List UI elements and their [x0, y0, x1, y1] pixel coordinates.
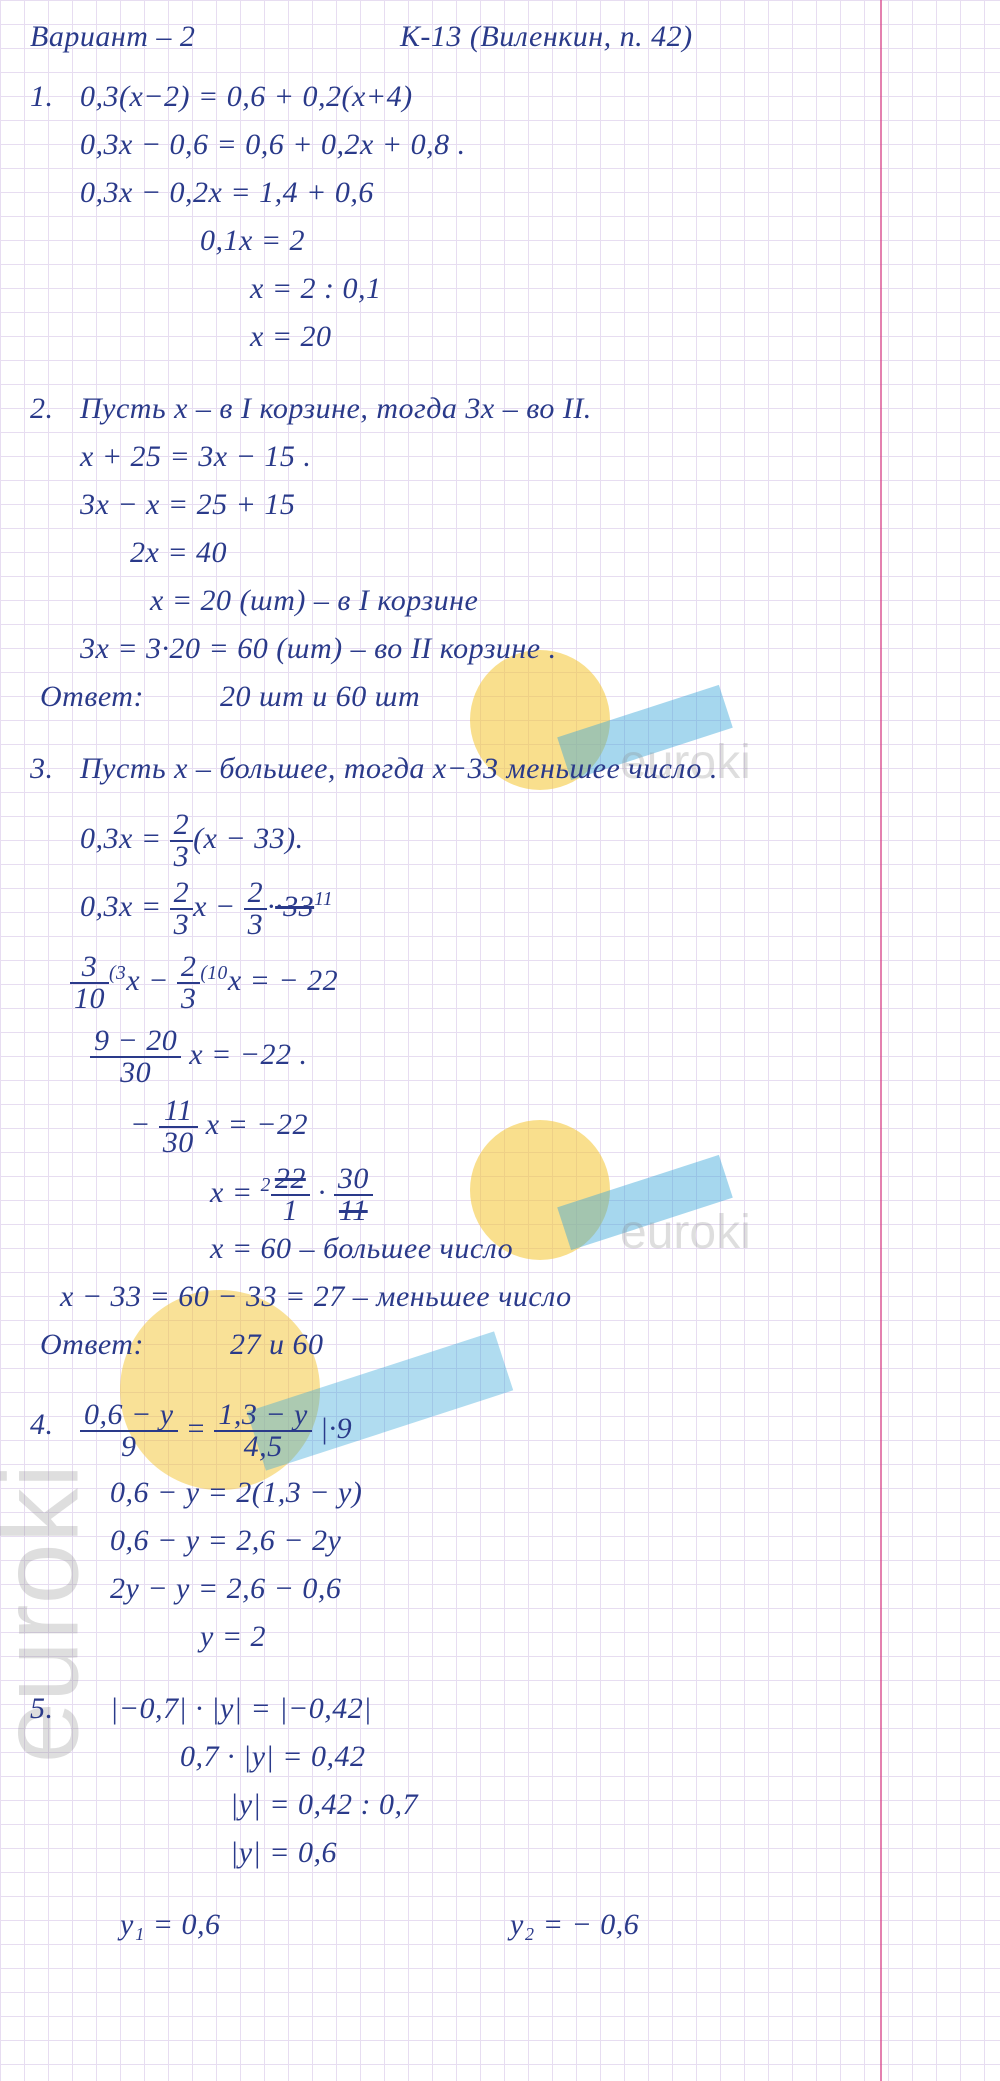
p4-l1: 0,6 − y9 = 1,3 − y4,5 |·9: [80, 1400, 352, 1462]
p3-l7: x = 60 – большее число: [210, 1232, 513, 1266]
work-label: К-13 (Виленкин, п. 42): [400, 20, 693, 54]
p4-l3: 0,6 − y = 2,6 − 2y: [110, 1524, 341, 1558]
p3-intro: Пусть x – большее, тогда x−33 меньшее чи…: [80, 752, 718, 786]
p3-l8: x − 33 = 60 − 33 = 27 – меньшее число: [60, 1280, 572, 1314]
p3-answer-label: Ответ:: [40, 1328, 144, 1362]
p4-l5: y = 2: [200, 1620, 266, 1654]
p1-number: 1.: [30, 80, 54, 114]
p5-line-4: |y| = 0,6: [230, 1836, 337, 1870]
p5-line-3: |y| = 0,42 : 0,7: [230, 1788, 418, 1822]
p3-l2: 0,3x = 23x − 23··3311: [80, 878, 333, 940]
p4-l4: 2y − y = 2,6 − 0,6: [110, 1572, 341, 1606]
p3-answer: 27 и 60: [230, 1328, 324, 1362]
p2-line-5: 3x = 3·20 = 60 (шт) – во II корзине .: [80, 632, 557, 666]
p5-answer-y1: y₁ = 0,6: [120, 1908, 221, 1942]
p5-line-1: |−0,7| · |y| = |−0,42|: [110, 1692, 372, 1726]
p2-answer: 20 шт и 60 шт: [220, 680, 420, 714]
p2-line-3: 2x = 40: [130, 536, 227, 570]
p2-number: 2.: [30, 392, 54, 426]
p2-line-1: x + 25 = 3x − 15 .: [80, 440, 311, 474]
p3-l4: 9 − 2030 x = −22 .: [90, 1026, 308, 1088]
p3-l6: x = 2221 · 3011: [210, 1164, 373, 1226]
p5-line-2: 0,7 · |y| = 0,42: [180, 1740, 366, 1774]
p4-number: 4.: [30, 1408, 54, 1442]
p3-l3: 310(3x − 23(10x = − 22: [70, 952, 338, 1014]
p2-line-4: x = 20 (шт) – в I корзине: [150, 584, 478, 618]
p5-answer-y2: y₂ = − 0,6: [510, 1908, 639, 1942]
p3-l5: − 1130 x = −22: [130, 1096, 308, 1158]
p2-answer-label: Ответ:: [40, 680, 144, 714]
p1-line-6: x = 20: [250, 320, 332, 354]
p1-line-3: 0,3x − 0,2x = 1,4 + 0,6: [80, 176, 374, 210]
p5-number: 5.: [30, 1692, 54, 1726]
p1-line-4: 0,1x = 2: [200, 224, 305, 258]
p3-number: 3.: [30, 752, 54, 786]
p4-l2: 0,6 − y = 2(1,3 − y): [110, 1476, 362, 1510]
p3-l1: 0,3x = 23(x − 33).: [80, 810, 304, 872]
p1-line-1: 0,3(x−2) = 0,6 + 0,2(x+4): [80, 80, 413, 114]
p1-line-2: 0,3x − 0,6 = 0,6 + 0,2x + 0,8 .: [80, 128, 466, 162]
p1-line-5: x = 2 : 0,1: [250, 272, 382, 306]
variant-label: Вариант – 2: [30, 20, 195, 54]
p2-intro: Пусть x – в I корзине, тогда 3x – во II.: [80, 392, 592, 426]
p2-line-2: 3x − x = 25 + 15: [80, 488, 295, 522]
